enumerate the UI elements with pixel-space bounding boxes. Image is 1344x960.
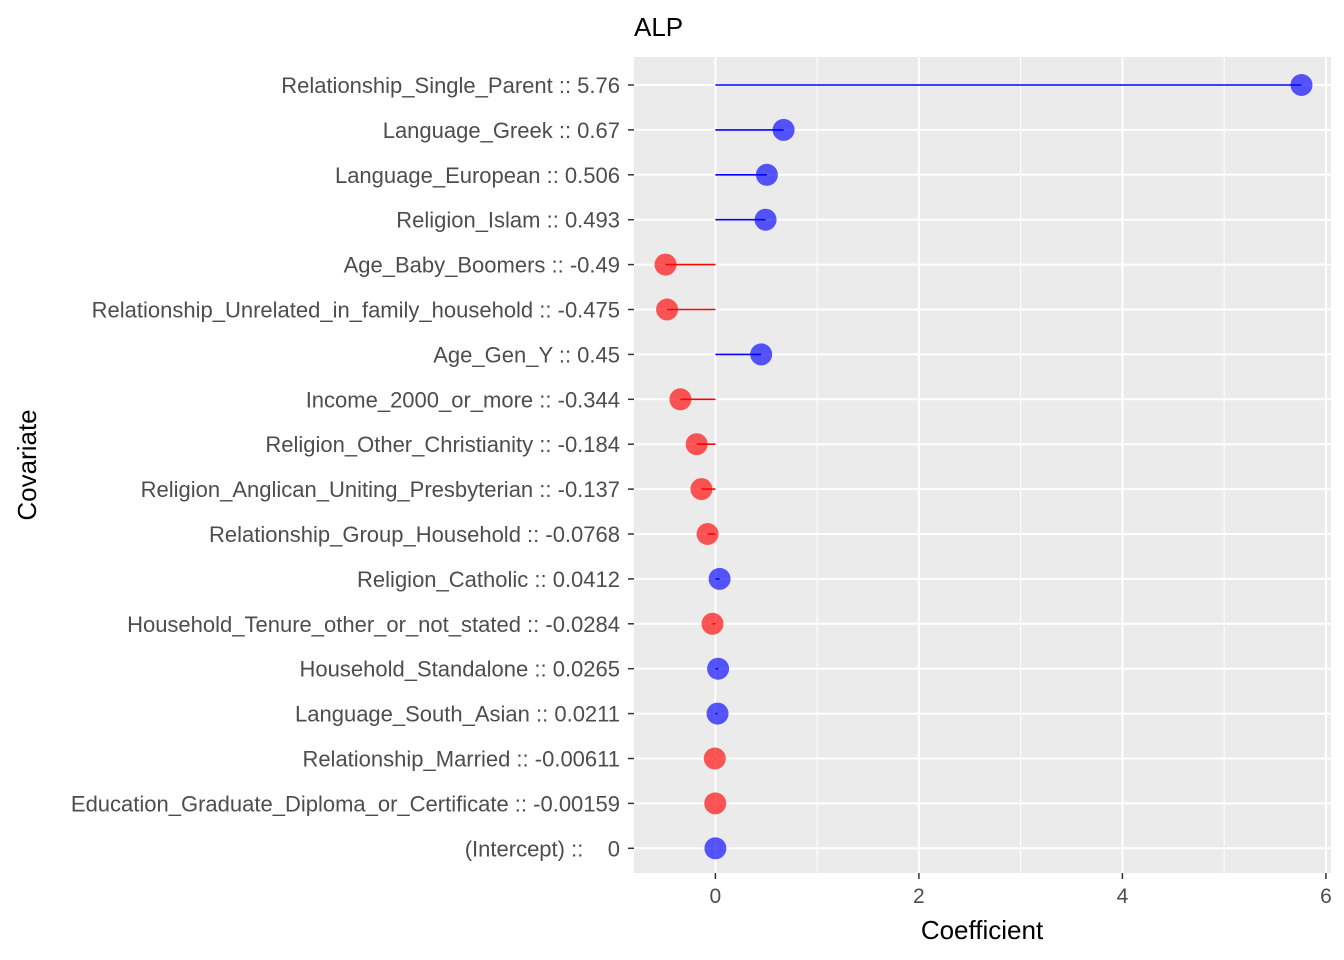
y-tick-label: Religion_Anglican_Uniting_Presbyterian :…: [141, 477, 620, 502]
lollipop-point: [754, 208, 777, 231]
lollipop-point: [669, 388, 692, 411]
x-tick-label: 4: [1117, 885, 1129, 908]
x-tick-label: 6: [1320, 885, 1332, 908]
y-tick-label: Relationship_Group_Household :: -0.0768: [209, 522, 620, 547]
x-axis-title: Coefficient: [921, 915, 1044, 945]
x-tick-label: 2: [913, 885, 925, 908]
y-tick-label: Household_Tenure_other_or_not_stated :: …: [127, 612, 620, 637]
y-tick-label: Language_South_Asian :: 0.0211: [295, 702, 620, 727]
lollipop-point: [704, 837, 727, 860]
lollipop-point: [654, 253, 677, 276]
y-tick-label: Relationship_Married :: -0.00611: [302, 747, 620, 772]
y-tick-label: Religion_Catholic :: 0.0412: [357, 567, 620, 592]
lollipop-point: [696, 523, 719, 545]
lollipop-point: [772, 118, 795, 141]
y-tick-label: (Intercept) :: 0: [465, 836, 620, 861]
lollipop-point: [703, 747, 726, 770]
lollipop-point: [707, 657, 730, 680]
y-tick-label: Age_Gen_Y :: 0.45: [433, 342, 620, 367]
y-axis: Relationship_Single_Parent :: 5.76Langua…: [71, 73, 634, 861]
y-tick-label: Religion_Islam :: 0.493: [396, 208, 620, 233]
lollipop-point: [750, 343, 773, 366]
chart-title: ALP: [634, 12, 683, 42]
y-tick-label: Income_2000_or_more :: -0.344: [306, 387, 620, 412]
y-tick-label: Age_Baby_Boomers :: -0.49: [344, 253, 620, 278]
y-tick-label: Relationship_Unrelated_in_family_househo…: [92, 298, 620, 323]
y-axis-title: Covariate: [12, 409, 42, 520]
lollipop-point: [755, 163, 778, 186]
y-tick-label: Language_Greek :: 0.67: [383, 118, 620, 143]
lollipop-point: [706, 702, 729, 725]
x-tick-label: 0: [710, 885, 722, 908]
y-tick-label: Education_Graduate_Diploma_or_Certificat…: [71, 791, 620, 816]
grid-lines: [634, 57, 1331, 873]
lollipop-point: [1290, 74, 1313, 96]
y-tick-label: Religion_Other_Christianity :: -0.184: [265, 432, 620, 457]
lollipop-point: [685, 433, 708, 456]
y-tick-label: Language_European :: 0.506: [335, 163, 620, 188]
lollipop-point: [708, 567, 731, 590]
y-tick-label: Relationship_Single_Parent :: 5.76: [281, 73, 620, 98]
lollipop-point: [656, 298, 679, 321]
data-marks: [654, 74, 1313, 860]
x-axis: 0 2 4 6: [710, 873, 1332, 908]
lollipop-point: [690, 478, 713, 501]
lollipop-point: [701, 612, 724, 635]
lollipop-point: [704, 792, 727, 815]
y-tick-label: Household_Standalone :: 0.0265: [300, 657, 620, 682]
plot-panel: [634, 57, 1331, 873]
